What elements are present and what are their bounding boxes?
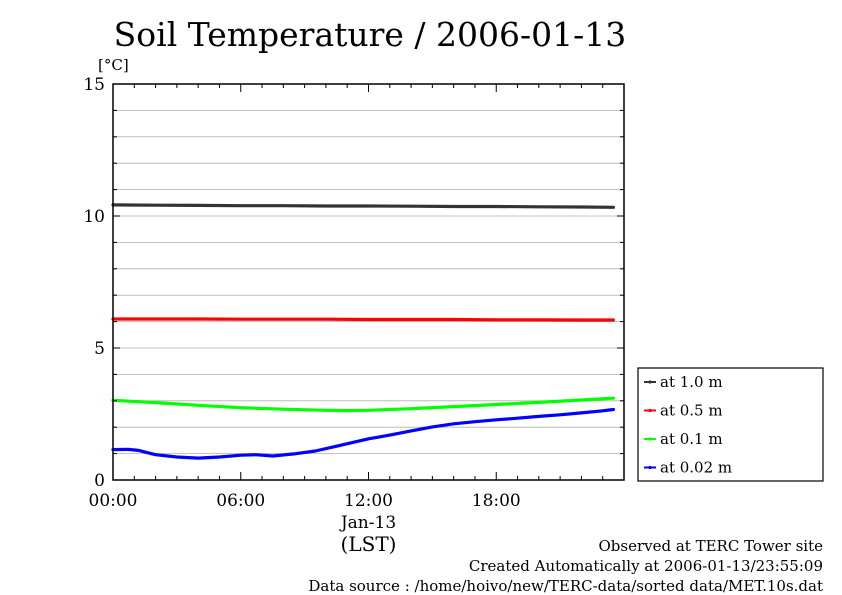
legend-label: at 0.1 m xyxy=(660,430,723,448)
x-tick-label: 18:00 xyxy=(472,491,521,511)
gridlines xyxy=(113,110,624,455)
x-tick-label: 12:00 xyxy=(344,491,393,511)
legend-label: at 1.0 m xyxy=(660,373,723,391)
y-tick-label: 15 xyxy=(83,75,105,95)
legend-marker xyxy=(648,408,652,413)
legend-marker xyxy=(648,437,652,441)
series-line xyxy=(111,203,616,209)
legend-label: at 0.5 m xyxy=(660,402,723,420)
footer-created: Created Automatically at 2006-01-13/23:5… xyxy=(469,557,823,575)
axis-ticks: 0 5 10 15 00:00 06:00 12:00 18:00 xyxy=(83,75,625,511)
y-tick-label: 0 xyxy=(94,471,105,491)
x-tick-label: 06:00 xyxy=(216,491,265,511)
x-axis-label: (LST) xyxy=(341,532,397,556)
x-tick-label: 00:00 xyxy=(89,491,138,511)
legend-label: at 0.02 m xyxy=(660,459,732,477)
legend-marker xyxy=(648,380,652,384)
legend-box xyxy=(637,367,824,482)
chart-title: Soil Temperature / 2006-01-13 xyxy=(114,15,627,54)
plot-frame xyxy=(112,83,625,481)
x-date-label: Jan-13 xyxy=(339,513,396,533)
legend: at 1.0 m at 0.5 m at 0.1 m at 0.02 m xyxy=(637,367,824,482)
y-tick-label: 5 xyxy=(94,339,105,359)
y-tick-label: 10 xyxy=(83,207,105,227)
y-axis-unit-label: [°C] xyxy=(98,56,129,74)
series-line xyxy=(111,407,616,460)
series-line xyxy=(111,317,616,322)
legend-marker xyxy=(648,465,652,470)
series-line xyxy=(111,396,616,413)
series-lines xyxy=(111,203,616,460)
footer-observed: Observed at TERC Tower site xyxy=(598,537,823,555)
footer-data-source: Data source : /home/hoivo/new/TERC-data/… xyxy=(308,577,823,595)
